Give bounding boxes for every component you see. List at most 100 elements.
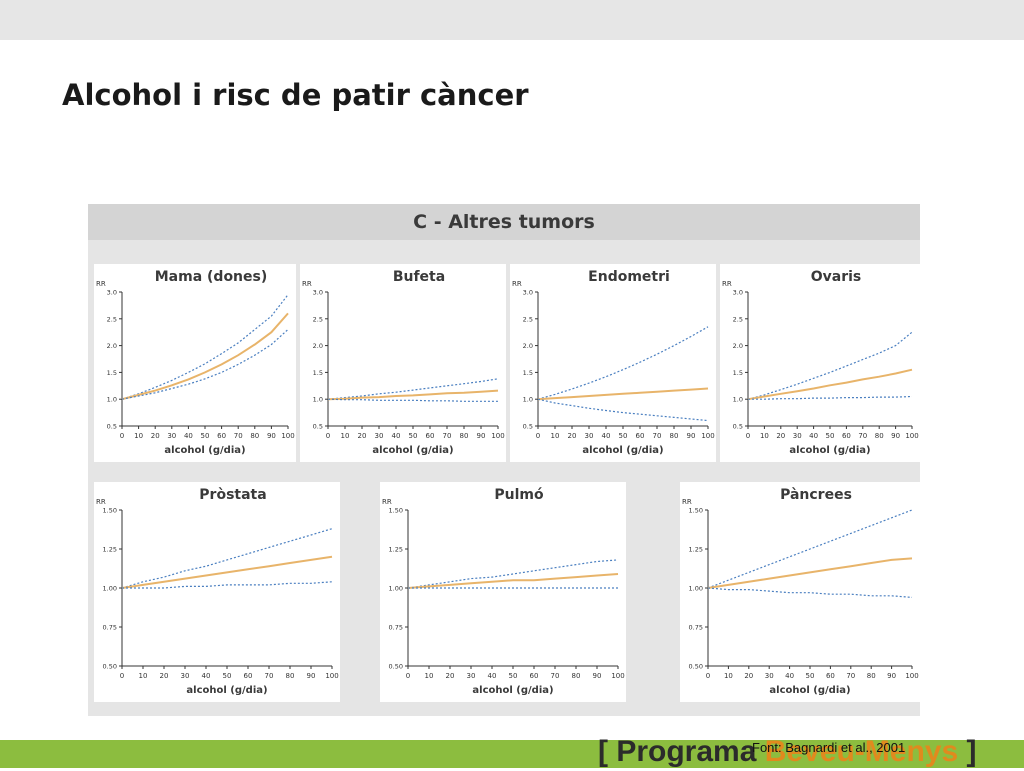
chart-5-xtick-label: 70 xyxy=(551,672,560,680)
chart-4-ytick-label: 1.50 xyxy=(103,507,117,515)
chart-0-xtick-label: 0 xyxy=(120,432,124,440)
chart-2-xtick-label: 50 xyxy=(619,432,628,440)
chart-6-ytick-label: 0.50 xyxy=(689,663,703,671)
chart-6-ytick-label: 1.00 xyxy=(689,585,703,593)
chart-mama-dones: Mama (dones) RR 0.5 1.0 1.5 2.0 2.5 3.0 0 10 20 30 4… xyxy=(94,264,296,462)
chart-6-title: Pàncrees xyxy=(780,487,852,503)
brand-word-beveu-menys: Beveu-Menys xyxy=(764,735,959,768)
top-band xyxy=(0,0,1024,40)
footer-bar xyxy=(0,740,1024,768)
chart-1-xtick-label: 50 xyxy=(409,432,418,440)
chart-1-upper-line xyxy=(327,378,499,400)
chart-3-xtick-label: 80 xyxy=(875,432,884,440)
chart-6-xtick-label: 10 xyxy=(724,672,733,680)
chart-mama-dones-svg: Mama (dones) RR 0.5 1.0 1.5 2.0 2.5 3.0 0 10 20 30 4… xyxy=(96,269,295,456)
chart-1-ylabel: RR xyxy=(302,280,312,288)
chart-0-lower-line xyxy=(121,329,289,400)
chart-3-ytick-label: 2.5 xyxy=(733,315,743,323)
chart-6-xtick-label: 30 xyxy=(765,672,774,680)
chart-0-xlabel: alcohol (g/dia) xyxy=(164,445,245,456)
chart-4-estimate-line xyxy=(121,555,333,589)
chart-0-xtick-label: 40 xyxy=(184,432,193,440)
chart-pancrees-svg: Pàncrees RR 0.50 0.75 1.00 1.25 1.50 0 10 20 30 40 5… xyxy=(682,487,919,696)
chart-1-ytick-label: 1.5 xyxy=(313,369,323,377)
chart-3-xtick-label: 60 xyxy=(842,432,851,440)
chart-6-xtick-label: 70 xyxy=(846,672,855,680)
chart-4-xlabel: alcohol (g/dia) xyxy=(186,685,267,696)
chart-2-ytick-label: 2.5 xyxy=(523,315,533,323)
chart-5-title: Pulmó xyxy=(494,487,544,503)
chart-2-ylabel: RR xyxy=(512,280,522,288)
chart-2-xtick-label: 100 xyxy=(701,432,714,440)
chart-5-xtick-label: 90 xyxy=(593,672,602,680)
chart-2-xtick-label: 60 xyxy=(636,432,645,440)
chart-1-xtick-label: 20 xyxy=(358,432,367,440)
chart-3-ytick-label: 2.0 xyxy=(733,342,743,350)
chart-0-xtick-label: 50 xyxy=(201,432,210,440)
chart-2-ytick-label: 3.0 xyxy=(523,289,533,297)
chart-2-xtick-label: 0 xyxy=(536,432,540,440)
chart-4-xtick-label: 20 xyxy=(160,672,169,680)
figure-panel: C - Altres tumors Mama (dones) RR 0.5 1.0 1.… xyxy=(88,204,920,716)
chart-4-xtick-label: 100 xyxy=(325,672,338,680)
chart-5-ytick-label: 1.50 xyxy=(389,507,403,515)
chart-2-upper-line xyxy=(537,326,709,400)
chart-6-ytick-label: 1.50 xyxy=(689,507,703,515)
chart-6-ytick-label: 0.75 xyxy=(689,624,703,632)
chart-0-upper-line xyxy=(121,294,289,400)
chart-3-ytick-label: 1.0 xyxy=(733,396,743,404)
chart-3-xtick-label: 40 xyxy=(809,432,818,440)
chart-6-xtick-label: 50 xyxy=(806,672,815,680)
chart-6-xtick-label: 20 xyxy=(744,672,753,680)
chart-1-ytick-label: 1.0 xyxy=(313,396,323,404)
chart-4-xtick-label: 70 xyxy=(265,672,274,680)
chart-0-ytick-label: 2.5 xyxy=(107,315,117,323)
chart-3-xlabel: alcohol (g/dia) xyxy=(789,445,870,456)
chart-4-xtick-label: 90 xyxy=(307,672,316,680)
chart-5-ytick-label: 1.25 xyxy=(389,546,403,554)
chart-4-xtick-label: 0 xyxy=(120,672,124,680)
chart-0-xtick-label: 10 xyxy=(134,432,143,440)
chart-4-upper-line xyxy=(121,528,333,589)
chart-4-xtick-label: 40 xyxy=(202,672,211,680)
slide-title: Alcohol i risc de patir càncer xyxy=(62,78,529,112)
chart-3-xtick-label: 50 xyxy=(826,432,835,440)
chart-1-xtick-label: 100 xyxy=(491,432,504,440)
chart-0-xtick-label: 80 xyxy=(250,432,259,440)
chart-3-upper-line xyxy=(747,331,913,400)
chart-1-xtick-label: 10 xyxy=(341,432,350,440)
brand-logo: [ Programa Beveu-Menys ] xyxy=(598,733,977,771)
chart-0-xtick-label: 60 xyxy=(217,432,226,440)
chart-1-xtick-label: 40 xyxy=(392,432,401,440)
chart-1-xtick-label: 70 xyxy=(443,432,452,440)
chart-pulmo-svg: Pulmó RR 0.50 0.75 1.00 1.25 1.50 0 10 20 30 40 50 60… xyxy=(382,487,625,696)
chart-4-xtick-label: 60 xyxy=(244,672,253,680)
chart-0-ylabel: RR xyxy=(96,280,106,288)
chart-5-upper-line xyxy=(407,559,619,589)
chart-2-lower-line xyxy=(537,398,709,422)
chart-6-estimate-line xyxy=(707,557,913,589)
chart-5-xtick-label: 60 xyxy=(530,672,539,680)
chart-4-ylabel: RR xyxy=(96,498,106,506)
brand-bracket-open: [ xyxy=(598,735,608,768)
chart-ovaris: Ovaris RR 0.5 1.0 1.5 2.0 2.5 3.0 0 10 20 30 40 50 60 7… xyxy=(720,264,920,462)
chart-0-ytick-label: 3.0 xyxy=(107,289,117,297)
chart-5-xtick-label: 100 xyxy=(611,672,624,680)
chart-bufeta-svg: Bufeta RR 0.5 1.0 1.5 2.0 2.5 3.0 0 10 20 30 40 50 60 7… xyxy=(302,269,505,456)
chart-5-xtick-label: 30 xyxy=(467,672,476,680)
chart-pulmo: Pulmó RR 0.50 0.75 1.00 1.25 1.50 0 10 20 30 40 50 60… xyxy=(380,482,626,702)
chart-1-ytick-label: 2.5 xyxy=(313,315,323,323)
chart-endometri-svg: Endometri RR 0.5 1.0 1.5 2.0 2.5 3.0 0 10 20 30 40 50… xyxy=(512,269,715,456)
chart-1-xtick-label: 80 xyxy=(460,432,469,440)
chart-3-ylabel: RR xyxy=(722,280,732,288)
chart-4-xtick-label: 30 xyxy=(181,672,190,680)
chart-0-ytick-label: 1.5 xyxy=(107,369,117,377)
chart-3-ytick-label: 1.5 xyxy=(733,369,743,377)
chart-4-lower-line xyxy=(122,581,333,589)
chart-2-estimate-line xyxy=(537,387,709,401)
chart-1-estimate-line xyxy=(327,389,499,401)
chart-0-ytick-label: 1.0 xyxy=(107,396,117,404)
chart-3-xtick-label: 70 xyxy=(858,432,867,440)
chart-1-xtick-label: 30 xyxy=(375,432,384,440)
chart-5-xtick-label: 20 xyxy=(446,672,455,680)
